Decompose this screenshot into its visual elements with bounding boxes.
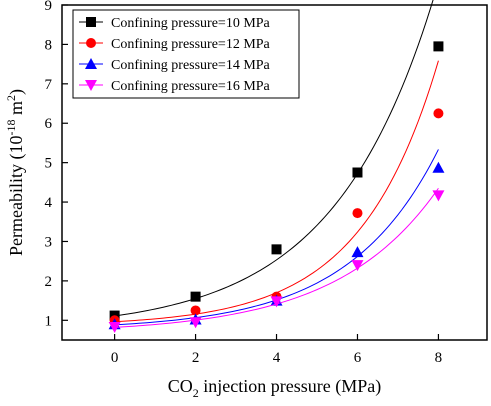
y-tick-label: 5 — [45, 156, 53, 172]
y-axis-title: Permeability (10-18 m2) — [4, 89, 27, 256]
x-axis-title-main: CO — [168, 376, 193, 396]
x-tick-label: 6 — [354, 350, 362, 366]
data-point — [270, 296, 283, 308]
legend-item-4: Confining pressure=16 MPa — [79, 79, 271, 94]
plot-area — [108, 0, 445, 333]
fit-curve-1 — [114, 0, 434, 317]
y-tick-label: 2 — [45, 274, 53, 290]
legend-marker — [85, 80, 97, 91]
data-point — [433, 108, 444, 119]
data-point — [432, 161, 445, 173]
y-tick-label: 4 — [45, 195, 53, 211]
data-point — [433, 41, 444, 52]
legend-item-2: Confining pressure=12 MPa — [79, 37, 271, 52]
y-tick-label: 7 — [45, 77, 53, 93]
x-tick-label: 4 — [273, 350, 281, 366]
x-axis-title-subscript: 2 — [193, 386, 199, 400]
legend-item-3: Confining pressure=14 MPa — [79, 58, 271, 73]
data-point — [351, 260, 364, 272]
y-axis-title-mid: m — [6, 101, 26, 120]
plot-frame — [61, 4, 488, 341]
legend-item-1: Confining pressure=10 MPa — [79, 16, 271, 31]
fit-curve-2 — [114, 60, 439, 323]
legend: Confining pressure=10 MPa Confining press… — [72, 9, 300, 99]
legend-marker — [86, 17, 96, 27]
data-point — [190, 305, 201, 316]
legend-label: Confining pressure=12 MPa — [111, 37, 271, 52]
y-axis-title-end: ) — [6, 89, 27, 95]
y-tick-label: 3 — [45, 234, 53, 250]
legend-label: Confining pressure=16 MPa — [111, 79, 271, 94]
data-point — [432, 190, 445, 202]
data-point — [108, 321, 121, 333]
legend-marker — [85, 58, 97, 69]
y-axis-title-superscript-2: 2 — [4, 95, 18, 101]
legend-box — [72, 9, 300, 99]
x-axis-title-rest: injection pressure (MPa) — [199, 376, 381, 397]
legend-marker — [86, 38, 96, 48]
data-point — [352, 167, 363, 178]
x-tick-label: 2 — [192, 350, 200, 366]
y-tick-label: 9 — [45, 0, 53, 14]
x-tick-label: 0 — [111, 350, 119, 366]
data-point — [352, 208, 363, 219]
y-tick-label: 1 — [45, 313, 53, 329]
legend-label: Confining pressure=10 MPa — [111, 16, 271, 31]
data-point — [351, 246, 364, 258]
y-axis-title-main: Permeability (10 — [6, 136, 27, 256]
x-tick-label: 8 — [435, 350, 443, 366]
data-point — [189, 317, 202, 329]
y-axis-title-superscript: -18 — [4, 120, 18, 136]
y-tick-label: 6 — [45, 116, 53, 132]
data-point — [190, 291, 201, 302]
data-point — [271, 244, 282, 255]
y-tick-label: 8 — [45, 37, 53, 53]
legend-label: Confining pressure=14 MPa — [111, 58, 271, 73]
x-axis-title: CO2 injection pressure (MPa) — [168, 376, 381, 400]
